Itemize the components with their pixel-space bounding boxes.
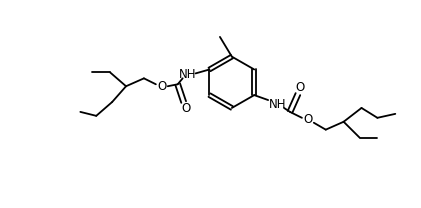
Text: O: O <box>157 80 166 93</box>
Text: NH: NH <box>179 68 196 81</box>
Text: O: O <box>303 113 312 126</box>
Text: O: O <box>181 102 190 115</box>
Text: O: O <box>295 81 304 94</box>
Text: NH: NH <box>269 98 287 111</box>
